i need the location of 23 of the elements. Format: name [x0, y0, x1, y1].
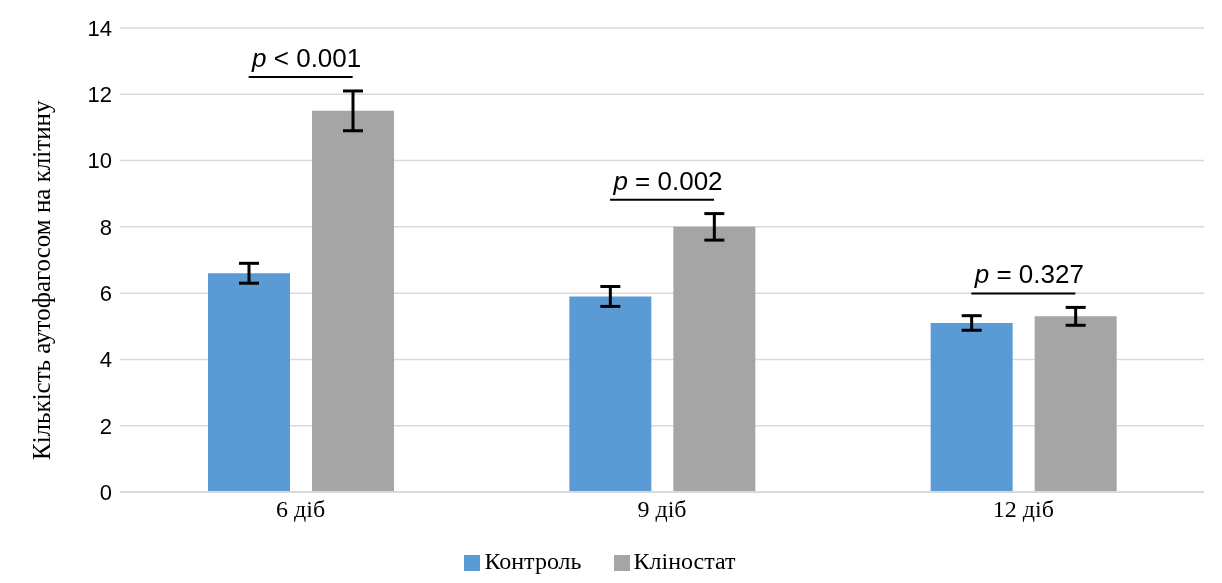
y-tick-label: 4 — [99, 347, 112, 373]
y-tick-label: 8 — [99, 214, 112, 240]
x-tick-label: 12 діб — [992, 496, 1054, 523]
legend-label: Контроль — [484, 548, 582, 574]
annotation: p = 0.002 — [612, 165, 723, 196]
y-axis-title: Кількість аутофагосом на клітину — [27, 100, 55, 460]
x-tick-label: 6 діб — [276, 496, 326, 523]
y-tick-label: 12 — [87, 82, 112, 108]
y-tick-label: 10 — [87, 148, 112, 174]
bar — [569, 296, 652, 492]
x-tick-label: 9 діб — [637, 496, 687, 523]
annotation: p = 0.327 — [973, 259, 1084, 290]
legend-label: Кліностат — [633, 548, 736, 574]
bar — [312, 110, 394, 492]
bar — [1034, 316, 1117, 492]
y-tick-label: 14 — [87, 15, 112, 41]
y-tick-label: 0 — [99, 479, 112, 505]
bar — [673, 226, 756, 492]
bar — [930, 322, 1013, 492]
y-tick-label: 2 — [99, 413, 112, 439]
bar — [208, 273, 290, 492]
annotation: p < 0.001 — [251, 43, 362, 74]
y-tick-label: 6 — [99, 280, 112, 306]
